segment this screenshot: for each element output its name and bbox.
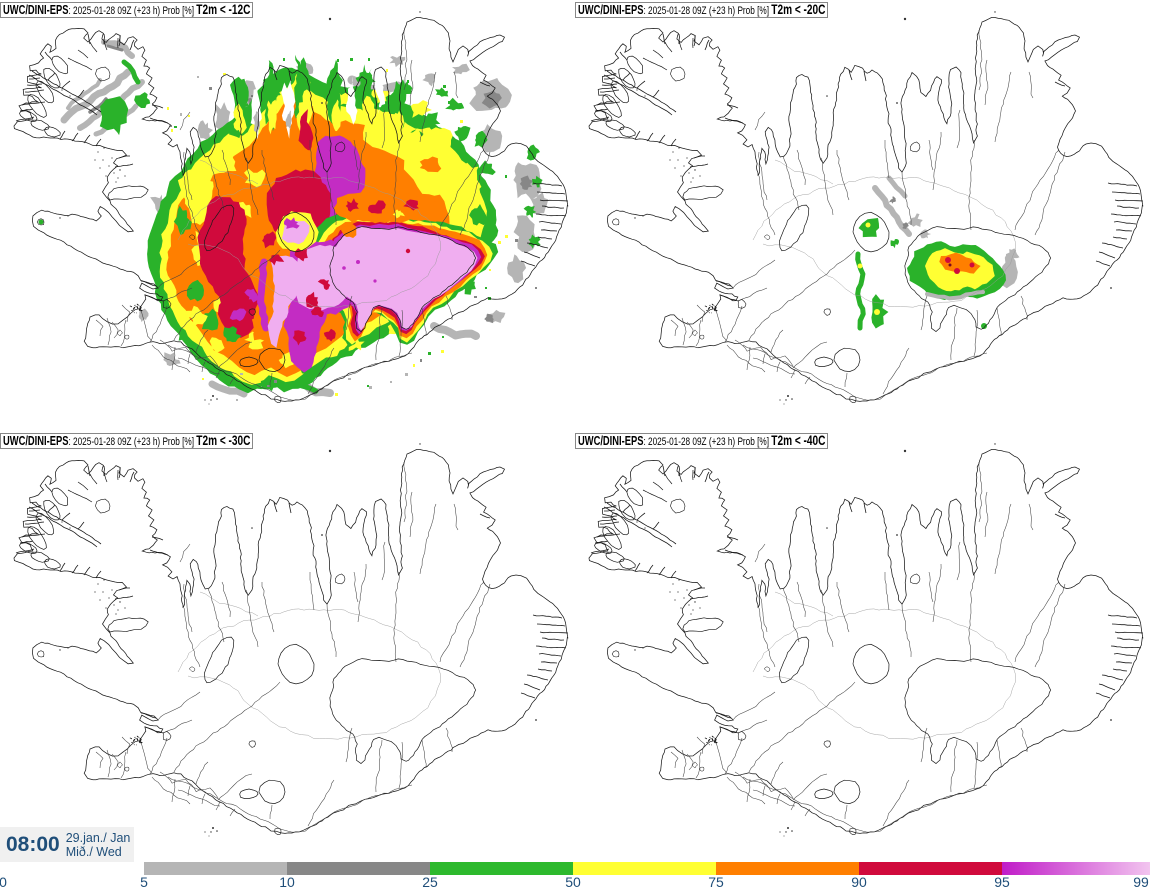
svg-text:10: 10 xyxy=(279,874,295,890)
svg-text:50: 50 xyxy=(565,874,581,890)
svg-text:25: 25 xyxy=(422,874,438,890)
svg-text:0: 0 xyxy=(0,874,7,890)
svg-text:95: 95 xyxy=(994,874,1010,890)
svg-text:90: 90 xyxy=(851,874,867,890)
svg-text:75: 75 xyxy=(708,874,724,890)
svg-text:99: 99 xyxy=(1133,874,1149,890)
svg-text:5: 5 xyxy=(140,874,148,890)
